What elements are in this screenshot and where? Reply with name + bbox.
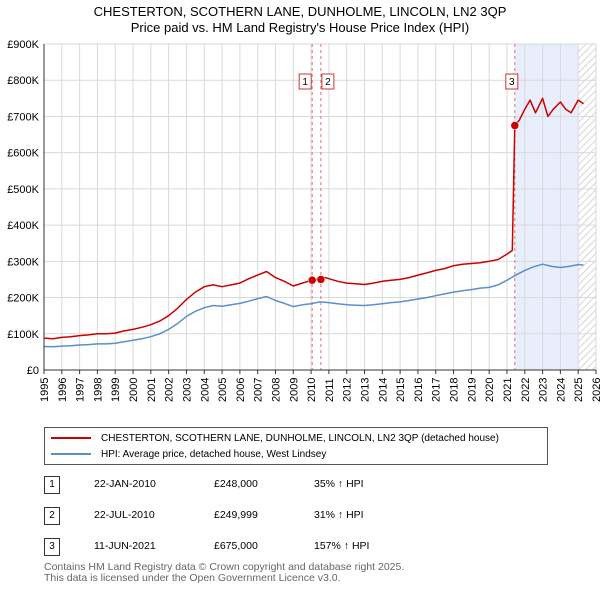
x-tick-label: 2023 — [538, 378, 550, 402]
x-tick-label: 2007 — [253, 378, 265, 402]
x-tick-label: 2009 — [288, 378, 300, 402]
legend-item-price: CHESTERTON, SCOTHERN LANE, DUNHOLME, LIN… — [51, 431, 499, 445]
transaction-price: £675,000 — [214, 540, 258, 552]
x-tick-label: 1995 — [39, 378, 51, 402]
y-tick-label: £400K — [7, 220, 39, 232]
transaction-number: 3 — [44, 538, 60, 556]
x-tick-label: 2011 — [324, 378, 336, 402]
x-tick-label: 2000 — [128, 378, 140, 402]
x-tick-label: 2005 — [217, 378, 229, 402]
legend-label-hpi: HPI: Average price, detached house, West… — [101, 448, 327, 460]
x-tick-label: 2020 — [484, 378, 496, 402]
transaction-hpi: 157% ↑ HPI — [314, 540, 370, 552]
transaction-date: 22-JUL-2010 — [94, 509, 155, 521]
transaction-row: 1 22-JAN-2010 £248,000 35% ↑ HPI — [44, 476, 584, 496]
series-line-hpi — [43, 263, 584, 348]
footer-copyright: Contains HM Land Registry data © Crown c… — [44, 561, 405, 573]
y-tick-label: £300K — [7, 256, 39, 268]
x-tick-label: 2002 — [164, 378, 176, 402]
transaction-date: 22-JAN-2010 — [94, 478, 156, 490]
x-tick-label: 2022 — [520, 378, 532, 402]
y-tick-label: £200K — [7, 293, 39, 305]
x-tick-label: 2019 — [466, 378, 478, 402]
sale-label: 2 — [325, 77, 331, 88]
sale-label: 1 — [302, 77, 308, 88]
x-tick-label: 2025 — [573, 378, 585, 402]
x-tick-label: 2003 — [181, 378, 193, 402]
transaction-hpi: 35% ↑ HPI — [314, 478, 364, 490]
y-tick-label: £600K — [7, 148, 39, 160]
sale-label-box — [321, 73, 335, 90]
x-tick-label: 2001 — [146, 378, 158, 402]
plot-area — [44, 44, 596, 370]
y-tick-label: £700K — [7, 111, 39, 123]
x-tick-label: 2013 — [360, 378, 372, 402]
legend-item-hpi: HPI: Average price, detached house, West… — [51, 447, 326, 461]
y-tick-label: £100K — [7, 329, 39, 341]
x-tick-label: 2008 — [270, 378, 282, 402]
x-tick-label: 1998 — [92, 378, 104, 402]
sale-point — [510, 121, 520, 130]
transaction-number: 1 — [44, 476, 60, 494]
legend-label-price: CHESTERTON, SCOTHERN LANE, DUNHOLME, LIN… — [101, 432, 499, 444]
sale-label-box — [505, 73, 519, 90]
x-tick-label: 1996 — [57, 378, 69, 402]
x-tick-label: 2004 — [199, 378, 211, 402]
transaction-hpi: 31% ↑ HPI — [314, 509, 364, 521]
chart-subtitle: Price paid vs. HM Land Registry's House … — [130, 20, 470, 35]
series-line-price — [43, 97, 584, 340]
y-tick-label: £500K — [7, 184, 39, 196]
transaction-date: 11-JUN-2021 — [94, 540, 156, 552]
x-tick-label: 1997 — [75, 378, 87, 402]
sale-point — [307, 275, 317, 285]
x-tick-label: 2010 — [306, 378, 318, 402]
legend-swatch-hpi — [51, 453, 91, 455]
x-tick-label: 2018 — [449, 378, 461, 402]
x-tick-label: 2016 — [413, 378, 425, 402]
transaction-row: 2 22-JUL-2010 £249,999 31% ↑ HPI — [44, 507, 584, 527]
y-tick-label: £900K — [7, 39, 39, 51]
transaction-price: £249,999 — [214, 509, 258, 521]
x-tick-label: 2014 — [377, 378, 389, 402]
transaction-number: 2 — [44, 507, 60, 525]
chart-title: CHESTERTON, SCOTHERN LANE, DUNHOLME, LIN… — [93, 4, 507, 19]
footer-licence: This data is licensed under the Open Gov… — [44, 572, 341, 584]
legend: CHESTERTON, SCOTHERN LANE, DUNHOLME, LIN… — [44, 427, 548, 465]
x-tick-label: 2024 — [555, 378, 567, 402]
y-tick-label: £0 — [27, 365, 39, 377]
y-tick-label: £800K — [7, 75, 39, 87]
x-tick-label: 2017 — [431, 378, 443, 402]
sale-point — [316, 275, 326, 284]
forecast-hatch — [578, 44, 596, 370]
x-tick-label: 1999 — [110, 378, 122, 402]
x-tick-label: 2012 — [342, 378, 354, 402]
transaction-row: 3 11-JUN-2021 £675,000 157% ↑ HPI — [44, 538, 584, 558]
x-tick-label: 2006 — [235, 378, 247, 402]
legend-swatch-price — [51, 437, 91, 439]
sale-label: 3 — [509, 77, 515, 88]
price-chart: 1 2 3 £0 £100K £200K £300K £400K £500K £600K £700K… — [7, 39, 600, 402]
shaded-region — [514, 44, 579, 370]
x-tick-label: 2026 — [591, 378, 600, 402]
x-tick-label: 2015 — [395, 378, 407, 402]
x-tick-label: 2021 — [502, 378, 514, 402]
sale-label-box — [298, 73, 312, 90]
transaction-price: £248,000 — [214, 478, 258, 490]
